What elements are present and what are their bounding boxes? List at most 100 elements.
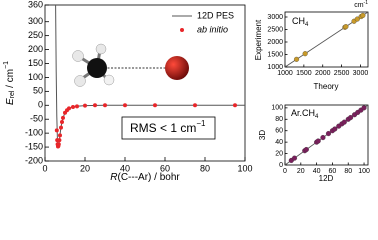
y-axis-label: Erel / cm−1 — [3, 61, 16, 105]
x-tick-label: 3000 — [353, 70, 369, 77]
x-tick-label: 60 — [160, 163, 170, 173]
data-point — [332, 126, 338, 132]
data-point — [58, 133, 62, 138]
x-tick-label: 40 — [120, 163, 130, 173]
annotation-exp: −1 — [196, 119, 206, 128]
y-tick-label: -200 — [25, 155, 43, 165]
data-point — [360, 12, 366, 18]
data-point — [325, 131, 332, 137]
data-point — [123, 103, 127, 108]
y-tick-label: 2500 — [267, 26, 283, 33]
data-point — [193, 103, 197, 108]
y-tick-label: 300 — [28, 16, 43, 26]
y-label-exp: −1 — [3, 61, 10, 69]
data-point — [303, 147, 309, 153]
data-point — [93, 103, 97, 108]
y-label-unit: / cm — [5, 69, 16, 91]
annotation-text: RMS < 1 cm — [130, 121, 196, 135]
legend-label: ab initio — [197, 24, 228, 34]
data-point — [83, 103, 87, 108]
y-axis-label: 3D — [258, 130, 267, 140]
y-tick-label: 100 — [28, 72, 43, 82]
x-axis-label: R(C---Ar) / bohr — [110, 172, 180, 183]
data-point — [103, 103, 107, 108]
y-tick-label: 20 — [275, 150, 283, 157]
data-point — [348, 115, 354, 121]
data-point — [291, 155, 298, 161]
data-point — [59, 125, 63, 130]
figure: RMS < 1 cm−1 Erel / cm−1 R(C---Ar) / boh… — [3, 0, 370, 183]
annotation: RMS < 1 cm−1 — [130, 119, 206, 135]
inset-unit: cm-1 — [354, 0, 368, 9]
data-point — [233, 103, 237, 108]
unit-exp: -1 — [364, 0, 369, 6]
x-label-symbol: R — [110, 172, 117, 183]
y-tick-label: 3000 — [267, 14, 283, 21]
data-point — [315, 138, 321, 144]
x-tick-label: 1500 — [296, 70, 312, 77]
title-sub: 4 — [315, 114, 319, 120]
inset-frame — [284, 104, 369, 166]
x-tick-label: 80 — [200, 163, 210, 173]
inset-frame — [284, 11, 369, 68]
data-point — [75, 104, 79, 109]
y-tick-label: 360 — [28, 0, 43, 9]
data-point — [71, 104, 75, 109]
data-point — [61, 115, 65, 120]
data-point — [153, 103, 157, 108]
y-tick-label: 0 — [279, 162, 283, 169]
plot-frame — [44, 4, 246, 162]
y-tick-label: 250 — [28, 30, 43, 40]
data-point — [361, 105, 367, 111]
data-point — [54, 128, 59, 133]
title-base: Ar.CH — [291, 108, 315, 118]
x-tick-label: 60 — [329, 168, 337, 175]
x-tick-label: 20 — [297, 168, 305, 175]
x-axis-label: 12D — [319, 174, 334, 183]
data-point — [60, 120, 64, 124]
y-tick-label: 2000 — [267, 39, 283, 46]
y-tick-label: 80 — [275, 116, 283, 123]
unit-base: cm — [354, 2, 364, 9]
data-point — [320, 135, 326, 141]
y-tick-label: -150 — [25, 141, 43, 151]
y-tick-label: -50 — [30, 114, 43, 124]
y-tick-label: 150 — [28, 58, 43, 68]
x-tick-label: 80 — [344, 168, 352, 175]
inset-title: CH4 — [292, 16, 309, 27]
y-axis-label: Experiment — [254, 19, 263, 60]
x-tick-label: 100 — [358, 168, 370, 175]
annotation-box — [121, 116, 216, 140]
y-tick-label: 1500 — [267, 51, 283, 58]
legend-label: 12D PES — [197, 10, 234, 20]
y-tick-label: 60 — [275, 128, 283, 135]
x-tick-label: 2000 — [315, 70, 331, 77]
y-tick-label: 100 — [271, 105, 283, 112]
x-tick-label: 1000 — [277, 70, 293, 77]
y-tick-label: 50 — [33, 86, 43, 96]
data-point — [302, 51, 308, 57]
y-tick-label: 40 — [275, 139, 283, 146]
x-tick-label: 40 — [313, 168, 321, 175]
data-point — [56, 142, 61, 147]
x-tick-label: 0 — [42, 163, 47, 173]
data-point — [341, 119, 347, 125]
y-tick-label: 200 — [28, 44, 43, 54]
y-tick-label: -100 — [25, 128, 43, 138]
x-tick-label: 100 — [237, 163, 252, 173]
x-tick-label: 0 — [283, 168, 287, 175]
y-label-sub: rel — [9, 90, 16, 98]
data-point — [293, 56, 300, 62]
data-point — [343, 24, 349, 30]
data-point — [67, 106, 71, 111]
title-base: CH — [292, 16, 305, 26]
x-tick-label: 2500 — [334, 70, 350, 77]
x-tick-label: 20 — [80, 163, 90, 173]
data-point — [57, 138, 62, 143]
x-axis-label: Theory — [314, 82, 339, 91]
y-tick-label: 1000 — [267, 64, 283, 71]
y-tick-label: 0 — [38, 100, 43, 110]
title-sub: 4 — [305, 22, 309, 28]
y-label-symbol: E — [5, 98, 16, 105]
inset-title: Ar.CH4 — [291, 108, 319, 119]
